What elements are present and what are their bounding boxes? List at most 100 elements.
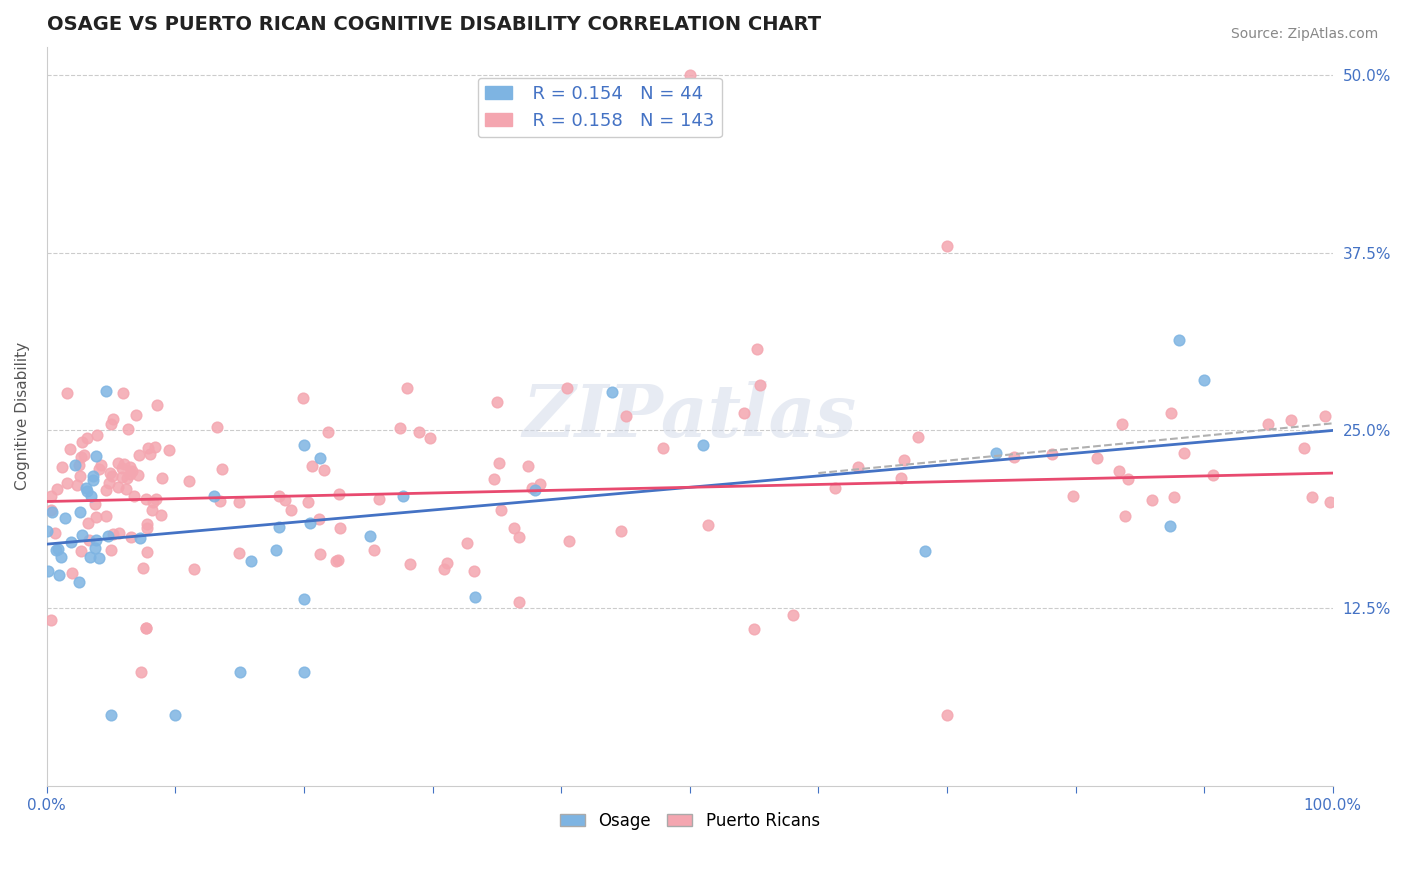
Point [325,554,347,568]
Point [1062,489,1084,503]
Point [132,561,155,575]
Point [398,558,420,572]
Point [44,525,66,540]
Point [1111,417,1133,432]
Point [652,441,675,455]
Point [135,521,157,535]
Point [508,594,530,608]
Point [1192,373,1215,387]
Point [408,425,430,439]
Point [517,458,540,473]
Point [297,494,319,508]
Point [1257,417,1279,431]
Point [1292,441,1315,455]
Point [139,447,162,461]
Text: OSAGE VS PUERTO RICAN COGNITIVE DISABILITY CORRELATION CHART: OSAGE VS PUERTO RICAN COGNITIVE DISABILI… [46,15,821,34]
Point [108,526,131,541]
Point [292,391,315,405]
Point [45,543,67,558]
Point [129,531,152,545]
Point [63,458,86,472]
Point [84,497,107,511]
Point [135,492,157,507]
Point [49,550,72,565]
Point [267,519,290,533]
Point [1319,495,1341,509]
Point [363,543,385,558]
Point [308,512,330,526]
Point [555,381,578,395]
Point [1160,406,1182,420]
Point [1313,409,1336,423]
Point [274,492,297,507]
Point [782,608,804,623]
Point [733,406,755,420]
Point [846,459,869,474]
Point [824,482,846,496]
Point [177,474,200,488]
Point [145,492,167,507]
Point [67,458,90,472]
Point [742,623,765,637]
Point [609,524,631,538]
Point [267,489,290,503]
Point [202,489,225,503]
Point [46,482,69,496]
Y-axis label: Cognitive Disability: Cognitive Disability [15,343,30,491]
Point [84,509,107,524]
Point [127,468,149,483]
Point [143,440,166,454]
Point [1116,472,1139,486]
Point [616,409,638,423]
Point [392,489,415,503]
Point [112,458,135,472]
Point [124,408,146,422]
Point [914,543,936,558]
Point [1279,413,1302,427]
Text: ZIPatlas: ZIPatlas [523,381,856,451]
Point [529,477,551,491]
Point [209,493,232,508]
Point [264,542,287,557]
Point [419,431,441,445]
Point [122,489,145,503]
Point [77,533,100,548]
Point [141,503,163,517]
Point [110,470,132,484]
Point [309,451,332,466]
Point [1002,450,1025,464]
Point [111,461,134,475]
Point [69,505,91,519]
Point [94,508,117,523]
Point [115,482,138,496]
Point [183,562,205,576]
Point [35,524,58,539]
Point [69,450,91,465]
Point [128,448,150,462]
Point [890,471,912,485]
Point [367,491,389,506]
Point [228,665,250,679]
Point [1159,518,1181,533]
Point [228,495,250,509]
Point [395,381,418,395]
Point [89,461,111,475]
Point [66,478,89,492]
Point [679,68,702,82]
Point [1114,509,1136,524]
Point [97,528,120,542]
Point [90,458,112,472]
Point [120,530,142,544]
Point [157,443,180,458]
Point [84,533,107,547]
Point [117,470,139,484]
Point [101,527,124,541]
Point [94,483,117,498]
Point [1301,490,1323,504]
Point [46,541,69,556]
Point [150,471,173,485]
Legend: Osage, Puerto Ricans: Osage, Puerto Ricans [553,805,827,837]
Point [39,503,62,517]
Point [312,463,335,477]
Point [298,516,321,530]
